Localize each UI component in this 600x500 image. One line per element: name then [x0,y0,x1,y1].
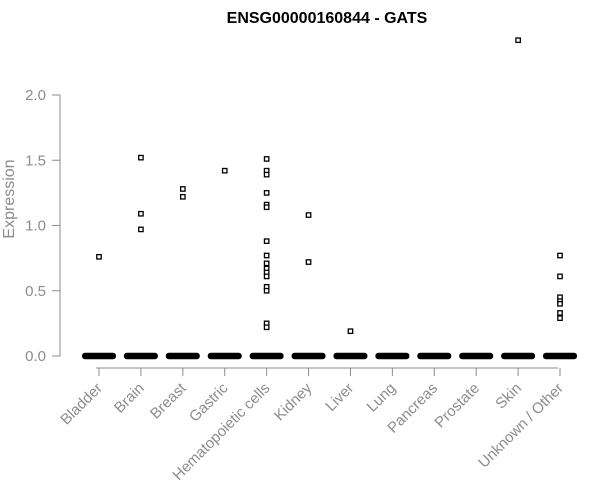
baseline-band [291,352,326,360]
baseline-band [459,352,494,360]
data-point [305,259,312,265]
x-tick-label: Bladder [57,380,106,429]
data-point [138,210,144,217]
data-point [347,328,354,335]
data-points [96,37,563,335]
data-point [179,193,186,200]
data-point [263,324,270,331]
data-point [557,300,563,307]
baseline-band [249,352,284,360]
y-tick-label: 0.5 [25,283,46,300]
data-point [557,315,563,322]
data-point [263,204,270,211]
y-tick-label: 1.5 [25,152,46,169]
data-point [263,287,270,294]
data-point [263,156,270,162]
data-point [557,310,563,316]
data-point [263,171,270,178]
baseline-band [82,352,116,360]
y-axis-label: Expression [1,159,18,238]
data-point [138,226,144,233]
baseline-band [543,352,578,360]
baseline-band [375,352,410,360]
data-point [263,260,270,267]
data-point [557,252,563,259]
data-point [179,186,186,192]
x-tick-label: Prostate [431,380,483,432]
y-tick-label: 2.0 [25,87,46,104]
data-point [96,253,102,260]
baseline-bands [82,352,578,360]
data-point [138,154,144,161]
x-tick-label: Skin [492,380,525,413]
x-tick-label: Brain [111,380,148,417]
data-point [263,252,270,259]
baseline-band [501,352,536,360]
y-ticks: 0.0 0.5 1.0 1.5 2.0 [25,87,60,365]
y-tick-label: 0.0 [25,348,46,365]
data-point [263,238,270,245]
x-tick-label: Lung [364,380,400,416]
data-point [305,212,312,218]
baseline-band [165,352,200,360]
baseline-band [417,352,452,360]
data-point [221,167,228,174]
x-tick-label: Liver [322,380,357,415]
data-point [557,273,563,280]
data-point [515,37,521,44]
x-tick-label: Kidney [271,379,316,424]
chart-title: ENSG00000160844 - GATS [227,10,428,27]
data-point [263,273,270,280]
baseline-band [333,352,368,360]
data-point [263,190,270,196]
baseline-band [123,352,158,360]
x-tick-label: Breast [147,379,190,422]
y-tick-label: 1.0 [25,218,46,235]
baseline-band [207,352,242,360]
